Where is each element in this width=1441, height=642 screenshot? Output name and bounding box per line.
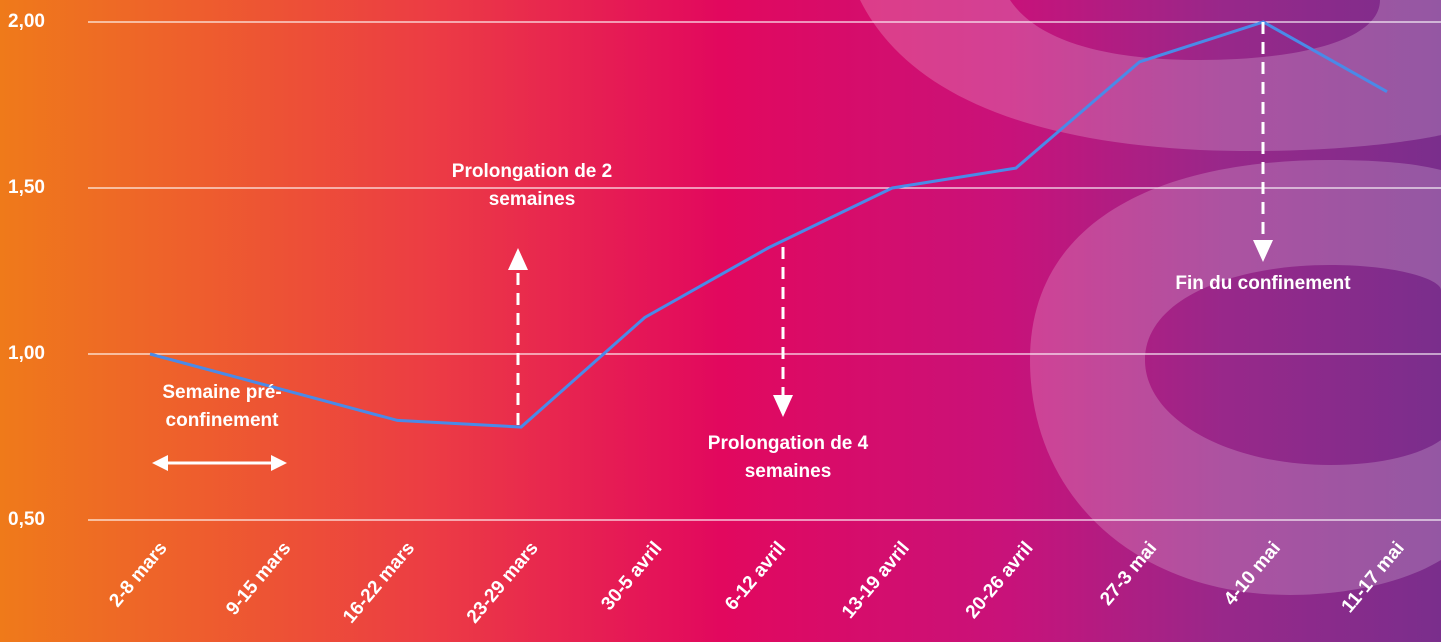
arrow-head xyxy=(508,248,528,270)
arrow-head xyxy=(773,395,793,417)
annotation: Semaine pré-confinement xyxy=(162,382,282,431)
x-tick-label: 30-5 avril xyxy=(597,538,666,615)
annotation: Prolongation de 4 semaines xyxy=(707,433,869,482)
x-tick-label: 2-8 mars xyxy=(105,538,171,611)
arrow-head xyxy=(1253,240,1273,262)
annotation-arrows xyxy=(152,22,1273,471)
y-tick-label: 1,00 xyxy=(8,343,45,364)
data-line xyxy=(149,20,1388,429)
background-decoration xyxy=(860,0,1441,595)
x-tick-label: 16-22 mars xyxy=(339,538,419,628)
y-tick-label: 1,50 xyxy=(8,177,45,198)
x-tick-label: 9-15 mars xyxy=(222,538,295,619)
x-tick-label: 20-26 avril xyxy=(962,538,1038,623)
arrow-head xyxy=(152,455,168,471)
y-tick-label: 0,50 xyxy=(8,509,45,530)
x-tick-label: 13-19 avril xyxy=(838,538,914,623)
x-tick-label: 6-12 avril xyxy=(721,538,790,615)
y-tick-label: 2,00 xyxy=(8,11,45,32)
x-tick-label: 23-29 mars xyxy=(463,538,543,628)
annotation: Fin du confinement xyxy=(1175,273,1351,294)
arrow-head xyxy=(271,455,287,471)
annotation: Prolongation de 2 semaines xyxy=(451,161,613,210)
